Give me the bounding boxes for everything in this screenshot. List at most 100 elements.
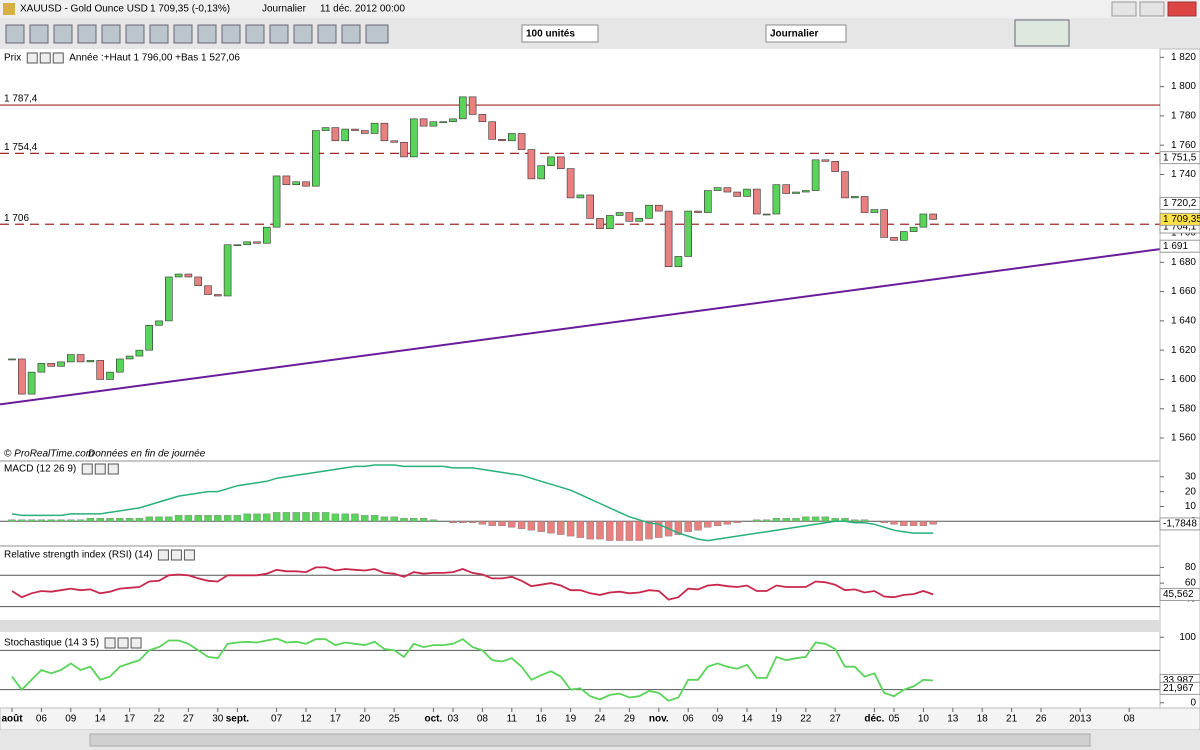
- tool[interactable]: [317, 24, 337, 44]
- candle: [831, 160, 840, 172]
- date-label: 29: [624, 714, 636, 725]
- candle: [145, 324, 153, 351]
- chart-style-button[interactable]: [1014, 19, 1070, 47]
- tool[interactable]: [269, 24, 289, 44]
- histogram-bar: [527, 521, 536, 531]
- histogram-bar: [704, 521, 712, 528]
- tool[interactable]: [197, 24, 217, 44]
- macd-line: [11, 464, 934, 542]
- histogram-bar: [125, 518, 134, 522]
- date-label: 22: [800, 714, 812, 725]
- histogram-bar: [223, 515, 232, 522]
- panel-button: [117, 637, 129, 649]
- title-bar: [0, 0, 1200, 18]
- candle: [8, 358, 16, 361]
- tool[interactable]: [149, 24, 169, 44]
- histogram-bar: [645, 521, 653, 540]
- tool[interactable]: [125, 24, 145, 44]
- close-button[interactable]: [1167, 1, 1197, 17]
- histogram-bar: [410, 518, 418, 522]
- y-tick-label: 0: [1190, 697, 1196, 708]
- histogram-bar: [606, 521, 614, 541]
- histogram-bar: [635, 521, 643, 541]
- histogram-bar: [419, 518, 428, 522]
- candle: [821, 159, 830, 162]
- level-label: 1 706: [4, 213, 29, 224]
- histogram-bar: [380, 516, 389, 522]
- candle: [116, 358, 124, 373]
- candle: [37, 363, 46, 373]
- date-label: 09: [65, 714, 77, 725]
- candle: [929, 213, 938, 220]
- price-tag-label: 1 720,2: [1163, 198, 1197, 209]
- tool[interactable]: [101, 24, 121, 44]
- app-icon: [3, 3, 15, 15]
- date-label: nov.: [649, 714, 669, 725]
- tool[interactable]: [77, 24, 97, 44]
- panel-button: [26, 52, 38, 64]
- candle: [605, 215, 614, 229]
- minimize-button[interactable]: [1111, 1, 1137, 17]
- quote: 1 709,35 (-0,13%): [150, 4, 230, 15]
- date-label: 16: [536, 714, 548, 725]
- candle: [135, 349, 144, 357]
- tool[interactable]: [365, 24, 389, 44]
- date-label: 21: [1006, 714, 1018, 725]
- price-tag-label: -1,7848: [1163, 519, 1197, 530]
- candle: [498, 139, 506, 142]
- y-tick-label: 1 620: [1171, 345, 1196, 356]
- tool[interactable]: [245, 24, 265, 44]
- candle: [527, 149, 536, 180]
- y-tick-label: 100: [1179, 632, 1196, 643]
- date-label: 27: [830, 714, 842, 725]
- date-label: déc.: [864, 714, 884, 725]
- panel-title: Prix: [4, 53, 21, 64]
- histogram-bar: [263, 513, 271, 522]
- window-title: XAUUSD - Gold Ounce USD: [20, 4, 148, 15]
- candle: [762, 213, 771, 216]
- price-tag: [1159, 587, 1200, 601]
- y-tick-label: 1 780: [1171, 111, 1196, 122]
- y-tick-label: 1 820: [1171, 52, 1196, 63]
- tool[interactable]: [293, 24, 313, 44]
- date-label: oct.: [425, 714, 443, 725]
- histogram-bar: [566, 521, 575, 537]
- candle: [547, 156, 555, 166]
- maximize-button[interactable]: [1139, 1, 1165, 17]
- candle: [586, 194, 595, 219]
- tool[interactable]: [341, 24, 361, 44]
- tool[interactable]: [53, 24, 73, 44]
- histogram-bar: [47, 519, 55, 522]
- tool[interactable]: [221, 24, 241, 44]
- candle: [449, 118, 457, 123]
- candle: [654, 204, 663, 212]
- date-label: 30: [212, 714, 224, 725]
- candle: [380, 122, 389, 142]
- histogram-bar: [292, 512, 300, 522]
- timeframe-dropdown[interactable]: [765, 24, 847, 43]
- price-tag: [1159, 517, 1200, 531]
- date-label: 24: [594, 714, 606, 725]
- panel-title: Relative strength index (RSI) (14): [4, 550, 152, 561]
- date-label: 03: [447, 714, 459, 725]
- candle: [782, 184, 791, 194]
- candle: [429, 121, 438, 127]
- histogram-bar: [900, 521, 908, 526]
- candle: [409, 118, 418, 158]
- tool[interactable]: [173, 24, 193, 44]
- candle: [341, 128, 350, 142]
- histogram-bar: [772, 518, 781, 522]
- candle: [439, 121, 448, 124]
- histogram-bar: [18, 519, 26, 522]
- histogram-bar: [890, 521, 898, 525]
- tool[interactable]: [29, 24, 49, 44]
- units-dropdown[interactable]: [521, 24, 599, 43]
- candle: [125, 355, 134, 360]
- scrollbar[interactable]: [89, 733, 1091, 747]
- histogram-bar: [880, 521, 888, 523]
- histogram-bar: [821, 516, 830, 522]
- tool[interactable]: [5, 24, 25, 44]
- candle: [331, 127, 340, 142]
- histogram-bar: [27, 519, 36, 522]
- candle: [880, 209, 889, 238]
